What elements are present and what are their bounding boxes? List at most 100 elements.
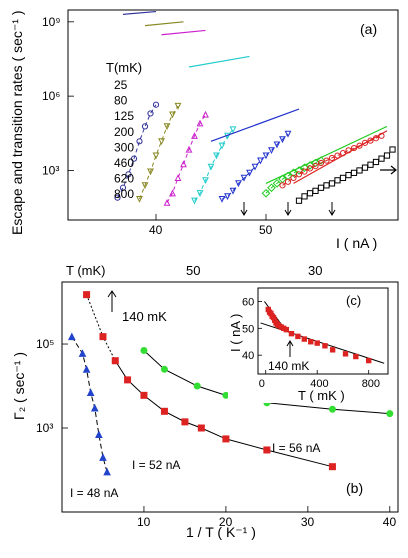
data-point-200mK: [284, 130, 292, 138]
data-point-200mK: [218, 195, 226, 203]
data-point-25mK: [361, 164, 369, 171]
data-point-460mK: [174, 174, 182, 182]
data-point-620mK: [152, 152, 160, 160]
inset-data-point: [329, 347, 336, 353]
panel-a-x-tick-label: 40: [149, 223, 163, 237]
data-point-200mK: [279, 136, 286, 144]
data-point-620mK: [141, 182, 149, 190]
data-point-80mK: [323, 157, 330, 164]
panel-a-x-axis-label: I ( nA ): [336, 235, 377, 251]
panel-a-label: (a): [360, 21, 377, 37]
data-point-300mK: [229, 126, 237, 134]
panel-a-arrows: [240, 202, 336, 216]
data-point-620mK: [174, 102, 182, 110]
data-point-200mK: [257, 157, 264, 165]
label-52nA: I = 52 nA: [132, 458, 180, 472]
inset-data-point: [301, 336, 308, 342]
label-48nA: I = 48 nA: [70, 486, 118, 500]
data-point-80mK: [290, 174, 297, 182]
panel-c-y-tick-label: 40: [242, 350, 254, 362]
data-point-80mK: [361, 139, 369, 146]
panel-a-data: [114, 10, 396, 206]
data-point-square: [263, 446, 271, 454]
data-point-25mK: [306, 190, 314, 197]
legend-entry-200: 200: [114, 125, 134, 139]
data-point-25mK: [328, 180, 336, 187]
data-point-200mK: [240, 174, 248, 182]
panel-a-y-tick-label: 10⁶: [42, 89, 60, 103]
data-point-square: [328, 463, 336, 471]
panel-b-x-tick-label: 10: [137, 515, 151, 529]
data-point-triangle: [90, 403, 99, 412]
top-tick-30: 30: [308, 263, 322, 278]
data-point-25mK: [350, 169, 358, 176]
legend-entry-620: 620: [114, 172, 134, 186]
transition-rate-line: [210, 108, 300, 142]
data-point-25mK: [367, 161, 374, 168]
panel-c-y-tick-label: 50: [242, 323, 254, 335]
data-point-square: [83, 291, 91, 299]
data-point-300mK: [213, 152, 220, 160]
down-arrow-icon: [328, 202, 336, 216]
inset-data-point: [322, 343, 328, 349]
data-point-300mK: [207, 163, 215, 171]
transition-rate-line: [265, 125, 388, 184]
data-point-300mK: [196, 190, 204, 197]
dashed-fit-line: [166, 114, 206, 203]
data-point-460mK: [191, 132, 198, 139]
data-point-square: [140, 391, 148, 399]
data-point-triangle: [86, 388, 95, 397]
dashed-fit-line: [221, 133, 289, 200]
data-point-620mK: [169, 111, 176, 119]
data-point-800mK: [119, 184, 127, 191]
transition-rate-line: [122, 10, 157, 15]
panel-a-x-tick-label: 50: [259, 223, 273, 237]
inset-data-point: [365, 357, 372, 364]
data-point-80mK: [306, 165, 314, 172]
data-point-460mK: [196, 119, 204, 127]
data-point-25mK: [339, 174, 347, 182]
inset-data-point: [308, 339, 314, 345]
data-point-80mK: [312, 162, 319, 170]
top-tick-50: 50: [186, 263, 200, 278]
data-point-square: [124, 376, 132, 384]
annotation-140mK-c: 140 mK: [268, 359, 309, 373]
data-point-460mK: [169, 189, 176, 197]
data-point-square: [222, 435, 230, 443]
transition-rate-line: [188, 55, 250, 68]
dotted-fit-line: [86, 294, 116, 361]
data-point-circle: [160, 365, 168, 373]
legend-entry-125: 125: [114, 109, 134, 123]
transition-rate-line: [144, 21, 184, 27]
data-point-200mK: [251, 163, 259, 171]
data-point-25mK: [323, 182, 330, 189]
data-point-80mK: [295, 171, 303, 178]
data-point-triangle: [99, 453, 107, 461]
data-point-25mK: [295, 197, 303, 204]
legend-entry-25: 25: [114, 78, 128, 92]
data-point-triangle: [78, 349, 87, 357]
data-point-460mK: [202, 110, 209, 118]
data-point-200mK: [229, 187, 237, 195]
panel-b-x-tick-label: 20: [219, 515, 233, 529]
panel-b-data: [68, 291, 394, 476]
data-point-triangle: [82, 365, 91, 373]
panel-c-axes: 0 400 800 40 50 60: [242, 296, 380, 390]
data-point-25mK: [383, 152, 391, 159]
data-point-circle: [386, 410, 394, 418]
panel-b-y-axis-label: Γ₂ ( sec⁻¹ ): [11, 352, 27, 420]
data-point-800mK: [125, 171, 132, 178]
data-point-circle: [328, 405, 336, 413]
data-point-80mK: [279, 182, 286, 189]
data-point-25mK: [389, 146, 396, 153]
data-point-triangle: [95, 430, 103, 439]
panel-b-y-tick-label: 10⁵: [36, 337, 54, 351]
data-point-620mK: [147, 168, 154, 176]
data-point-square: [160, 407, 168, 415]
panel-c-x-tick-label: 0: [259, 378, 265, 390]
data-point-300mK: [191, 197, 198, 205]
inset-data-point: [314, 340, 320, 346]
data-point-800mK: [152, 101, 160, 108]
down-arrow-icon: [284, 202, 292, 216]
